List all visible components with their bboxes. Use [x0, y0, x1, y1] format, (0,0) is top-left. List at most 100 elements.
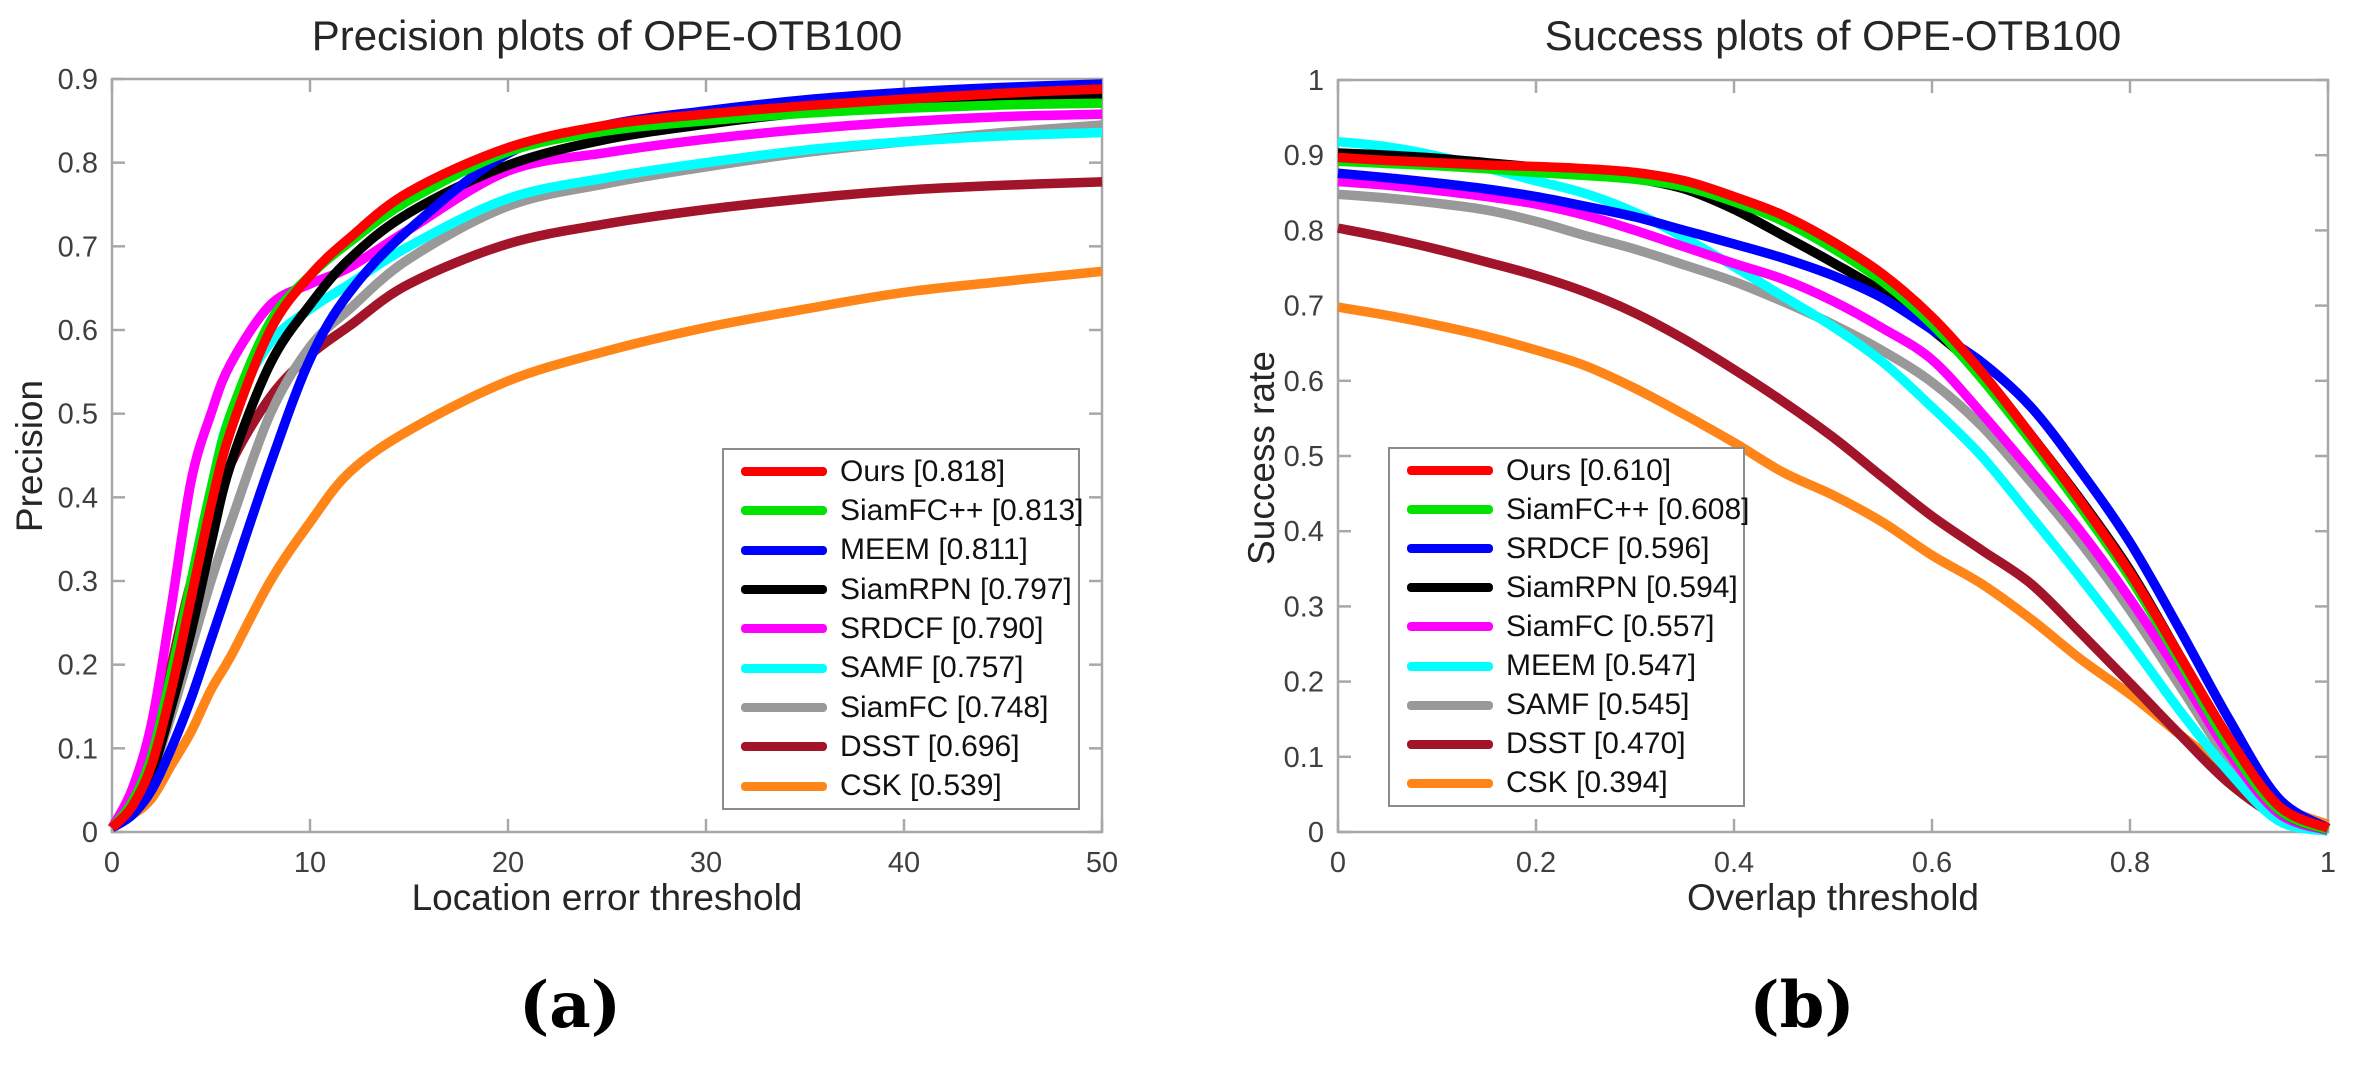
legend-item-siamrpn: SiamRPN [0.594] [1390, 571, 1743, 605]
legend-item-siamfc: SiamFC [0.748] [724, 691, 1078, 725]
y-tick-label: 0.2 [58, 650, 98, 682]
x-tick-label: 0.2 [1516, 847, 1556, 879]
x-tick-label: 20 [492, 847, 524, 879]
x-tick-label: 0.6 [1912, 847, 1952, 879]
legend-item-dsst: DSST [0.696] [724, 730, 1078, 764]
curve-ours [108, 84, 1103, 832]
legend-label: SiamFC [0.557] [1506, 609, 1715, 643]
legend-line-sample [1407, 700, 1493, 710]
precision-legend: Ours [0.818] SiamFC++ [0.813] MEEM [0.811]… [722, 448, 1083, 810]
y-tick-label: 0.5 [1284, 441, 1324, 473]
legend-line-sample [741, 703, 827, 713]
y-tick-label: 0 [1308, 817, 1324, 849]
legend-item-siamfc-: SiamFC++ [0.813] [724, 494, 1083, 528]
curve-ours [1337, 152, 2330, 833]
curve-meem [109, 79, 1103, 832]
legend-label: MEEM [0.547] [1506, 649, 1697, 683]
x-tick-label: 0 [1330, 847, 1346, 879]
legend-item-srdcf: SRDCF [0.790] [724, 612, 1078, 646]
y-tick-label: 0.6 [58, 315, 98, 347]
legend-line-sample [741, 663, 827, 673]
y-tick-label: 0.2 [1284, 667, 1324, 699]
legend-line-sample [741, 506, 827, 516]
legend-label: SRDCF [0.790] [840, 611, 1044, 645]
legend-label: SiamRPN [0.797] [840, 572, 1072, 606]
legend-item-siamfc-: SiamFC++ [0.608] [1390, 493, 1749, 527]
x-tick-label: 0.8 [2110, 847, 2150, 879]
legend-line-sample [1407, 622, 1493, 632]
x-tick-label: 50 [1086, 847, 1118, 879]
legend-label: SAMF [0.757] [840, 651, 1024, 685]
legend-label: CSK [0.394] [1506, 766, 1668, 800]
legend-label: SiamFC++ [0.813] [840, 493, 1084, 527]
success-legend: Ours [0.610] SiamFC++ [0.608] SRDCF [0.596… [1388, 447, 1749, 807]
legend-label: SiamFC++ [0.608] [1506, 492, 1750, 526]
x-tick-label: 30 [690, 847, 722, 879]
legend-line-sample [1407, 583, 1493, 593]
x-tick-label: 1 [2320, 847, 2336, 879]
legend-item-siamfc: SiamFC [0.557] [1390, 610, 1743, 644]
legend-line-sample [1407, 505, 1493, 515]
legend-label: SiamFC [0.748] [840, 690, 1049, 724]
precision-x-axis-label: Location error threshold [411, 877, 803, 918]
y-tick-label: 0.3 [1284, 591, 1324, 623]
legend-label: Ours [0.818] [840, 454, 1006, 488]
y-tick-label: 0.6 [1284, 366, 1324, 398]
y-tick-label: 0.4 [58, 482, 98, 514]
legend-label: CSK [0.539] [840, 769, 1002, 803]
x-tick-label: 0 [104, 847, 120, 879]
legend-label: Ours [0.610] [1506, 453, 1672, 487]
caption-b: (b) [1749, 968, 1855, 1043]
legend-item-srdcf: SRDCF [0.596] [1390, 532, 1743, 566]
legend-item-dsst: DSST [0.470] [1390, 727, 1743, 761]
legend-line-sample [741, 781, 827, 791]
y-tick-label: 1 [1308, 65, 1324, 97]
y-tick-label: 0.5 [58, 399, 98, 431]
legend-line-sample [741, 624, 827, 634]
legend-label: SiamRPN [0.594] [1506, 570, 1738, 604]
y-tick-label: 0.9 [58, 64, 98, 96]
x-tick-label: 40 [888, 847, 920, 879]
y-tick-label: 0.7 [58, 231, 98, 263]
success-plot-title: Success plots of OPE-OTB100 [1544, 12, 2122, 59]
plot-frame [110, 77, 1104, 834]
x-tick-label: 10 [294, 847, 326, 879]
legend-item-samf: SAMF [0.757] [724, 651, 1078, 685]
success-y-axis-label: Success rate [1241, 351, 1282, 565]
y-tick-label: 0.1 [1284, 742, 1324, 774]
legend-item-samf: SAMF [0.545] [1390, 688, 1743, 722]
legend-item-siamrpn: SiamRPN [0.797] [724, 573, 1078, 607]
x-tick-label: 0.4 [1714, 847, 1754, 879]
legend-line-sample [1407, 661, 1493, 671]
legend-line-sample [741, 742, 827, 752]
curve-dsst [1337, 223, 2330, 835]
legend-item-csk: CSK [0.394] [1390, 766, 1743, 800]
caption-a: (a) [518, 968, 622, 1043]
precision-y-axis-label: Precision [9, 379, 50, 533]
precision-plot-title: Precision plots of OPE-OTB100 [311, 12, 903, 59]
curve-samf [1337, 189, 2330, 836]
legend-item-meem: MEEM [0.811] [724, 533, 1078, 567]
legend-line-sample [741, 545, 827, 555]
legend-line-sample [1407, 739, 1493, 749]
legend-item-ours: Ours [0.610] [1390, 454, 1743, 488]
legend-line-sample [1407, 778, 1493, 788]
success-x-axis-label: Overlap threshold [1686, 877, 1980, 918]
legend-label: SRDCF [0.596] [1506, 531, 1710, 565]
y-tick-label: 0.9 [1284, 140, 1324, 172]
curve-srdcf [107, 109, 1103, 831]
legend-label: DSST [0.696] [840, 729, 1020, 763]
legend-label: MEEM [0.811] [840, 533, 1028, 567]
y-tick-label: 0.1 [58, 733, 98, 765]
curve-srdcf [1337, 168, 2331, 833]
legend-item-csk: CSK [0.539] [724, 769, 1078, 803]
legend-label: DSST [0.470] [1506, 727, 1686, 761]
y-tick-label: 0 [82, 817, 98, 849]
y-tick-label: 0.8 [58, 148, 98, 180]
legend-label: SAMF [0.545] [1506, 688, 1690, 722]
curve-csk [109, 266, 1103, 832]
legend-line-sample [741, 585, 827, 595]
y-tick-label: 0.8 [1284, 215, 1324, 247]
